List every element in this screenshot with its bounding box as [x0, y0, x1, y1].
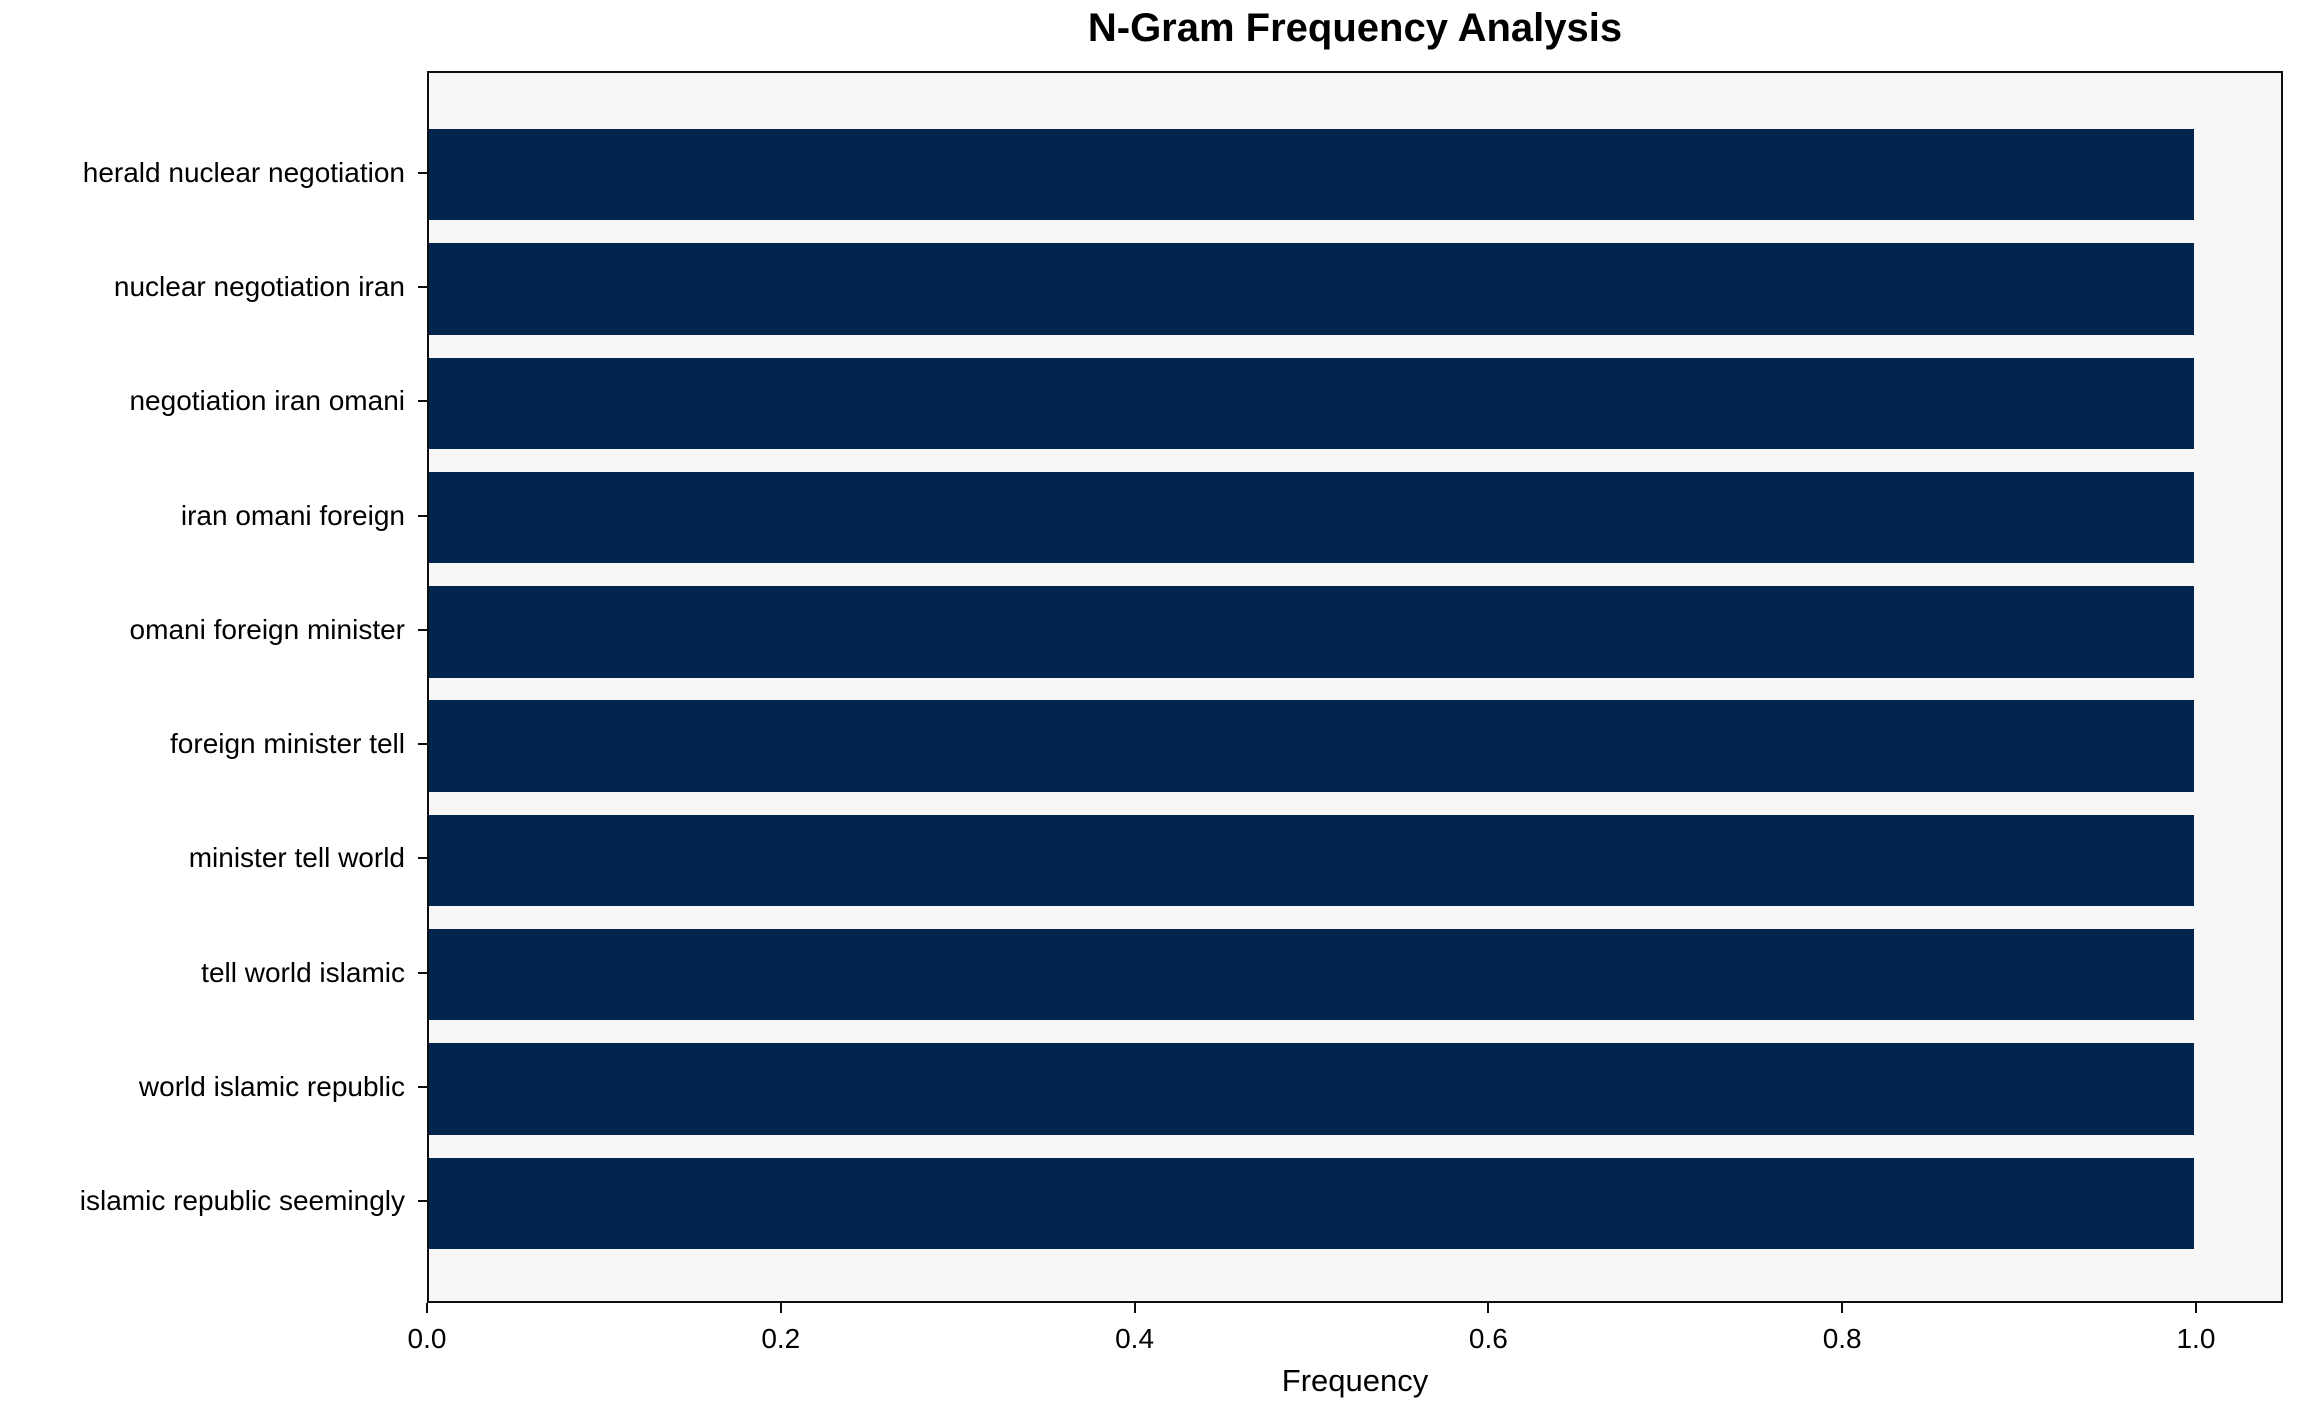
- x-tick-label: 0.2: [761, 1323, 801, 1354]
- y-tick: [418, 514, 427, 517]
- y-tick-label: minister tell world: [188, 842, 405, 874]
- y-tick-label: negotiation iran omani: [129, 385, 405, 417]
- y-tick-label: world islamic republic: [138, 1071, 405, 1102]
- y-tick-label: omani foreign minister: [129, 613, 405, 645]
- y-tick-label: iran omani foreign: [180, 499, 405, 531]
- bar-world-islamic-republic: [429, 1043, 2195, 1135]
- x-tick: [779, 1303, 782, 1313]
- plot-area: [427, 71, 2283, 1303]
- chart-title: N-Gram Frequency Analysis: [1087, 6, 1623, 50]
- x-tick: [1487, 1303, 1490, 1313]
- y-tick: [418, 286, 427, 288]
- x-tick-label: 0.0: [407, 1323, 447, 1354]
- y-tick-label: foreign minister tell: [170, 728, 405, 760]
- bar-negotiation-iran-omani: [429, 357, 2195, 449]
- x-axis: Frequency 0.0 0.2 0.4 0.6 0.8 1.0: [408, 1303, 2283, 1414]
- y-tick: [418, 171, 427, 174]
- x-tick: [426, 1303, 428, 1313]
- x-axis-label: Frequency: [1281, 1363, 1429, 1398]
- bar-minister-tell-world: [429, 814, 2195, 907]
- y-tick-label: tell world islamic: [201, 956, 405, 988]
- x-tick-label: 0.4: [1115, 1323, 1155, 1354]
- x-tick-label: 0.6: [1468, 1323, 1508, 1354]
- x-tick: [2194, 1303, 2197, 1313]
- x-tick-label: 0.8: [1822, 1323, 1862, 1354]
- y-tick: [418, 1086, 427, 1088]
- y-tick: [418, 857, 427, 860]
- y-tick-label: nuclear negotiation iran: [113, 271, 405, 302]
- bar-herald-nuclear-negotiation: [429, 129, 2195, 221]
- y-tick-label: islamic republic seemingly: [79, 1185, 405, 1217]
- bar-islamic-republic-seemingly: [429, 1157, 2195, 1249]
- y-tick: [418, 743, 427, 746]
- bar-iran-omani-foreign: [429, 471, 2195, 564]
- x-tick-label: 1.0: [2176, 1323, 2216, 1354]
- bar-nuclear-negotiation-iran: [429, 243, 2195, 335]
- bar-omani-foreign-minister: [429, 586, 2195, 678]
- y-tick-label: herald nuclear negotiation: [82, 156, 405, 188]
- y-tick: [418, 400, 427, 403]
- x-tick: [1841, 1303, 1844, 1313]
- bar-foreign-minister-tell: [429, 700, 2195, 792]
- y-tick: [418, 628, 427, 631]
- y-tick: [418, 1200, 427, 1203]
- y-axis: herald nuclear negotiation nuclear negoti…: [0, 71, 427, 1303]
- bar-tell-world-islamic: [429, 929, 2195, 1021]
- x-tick: [1133, 1303, 1136, 1313]
- y-tick: [418, 971, 427, 974]
